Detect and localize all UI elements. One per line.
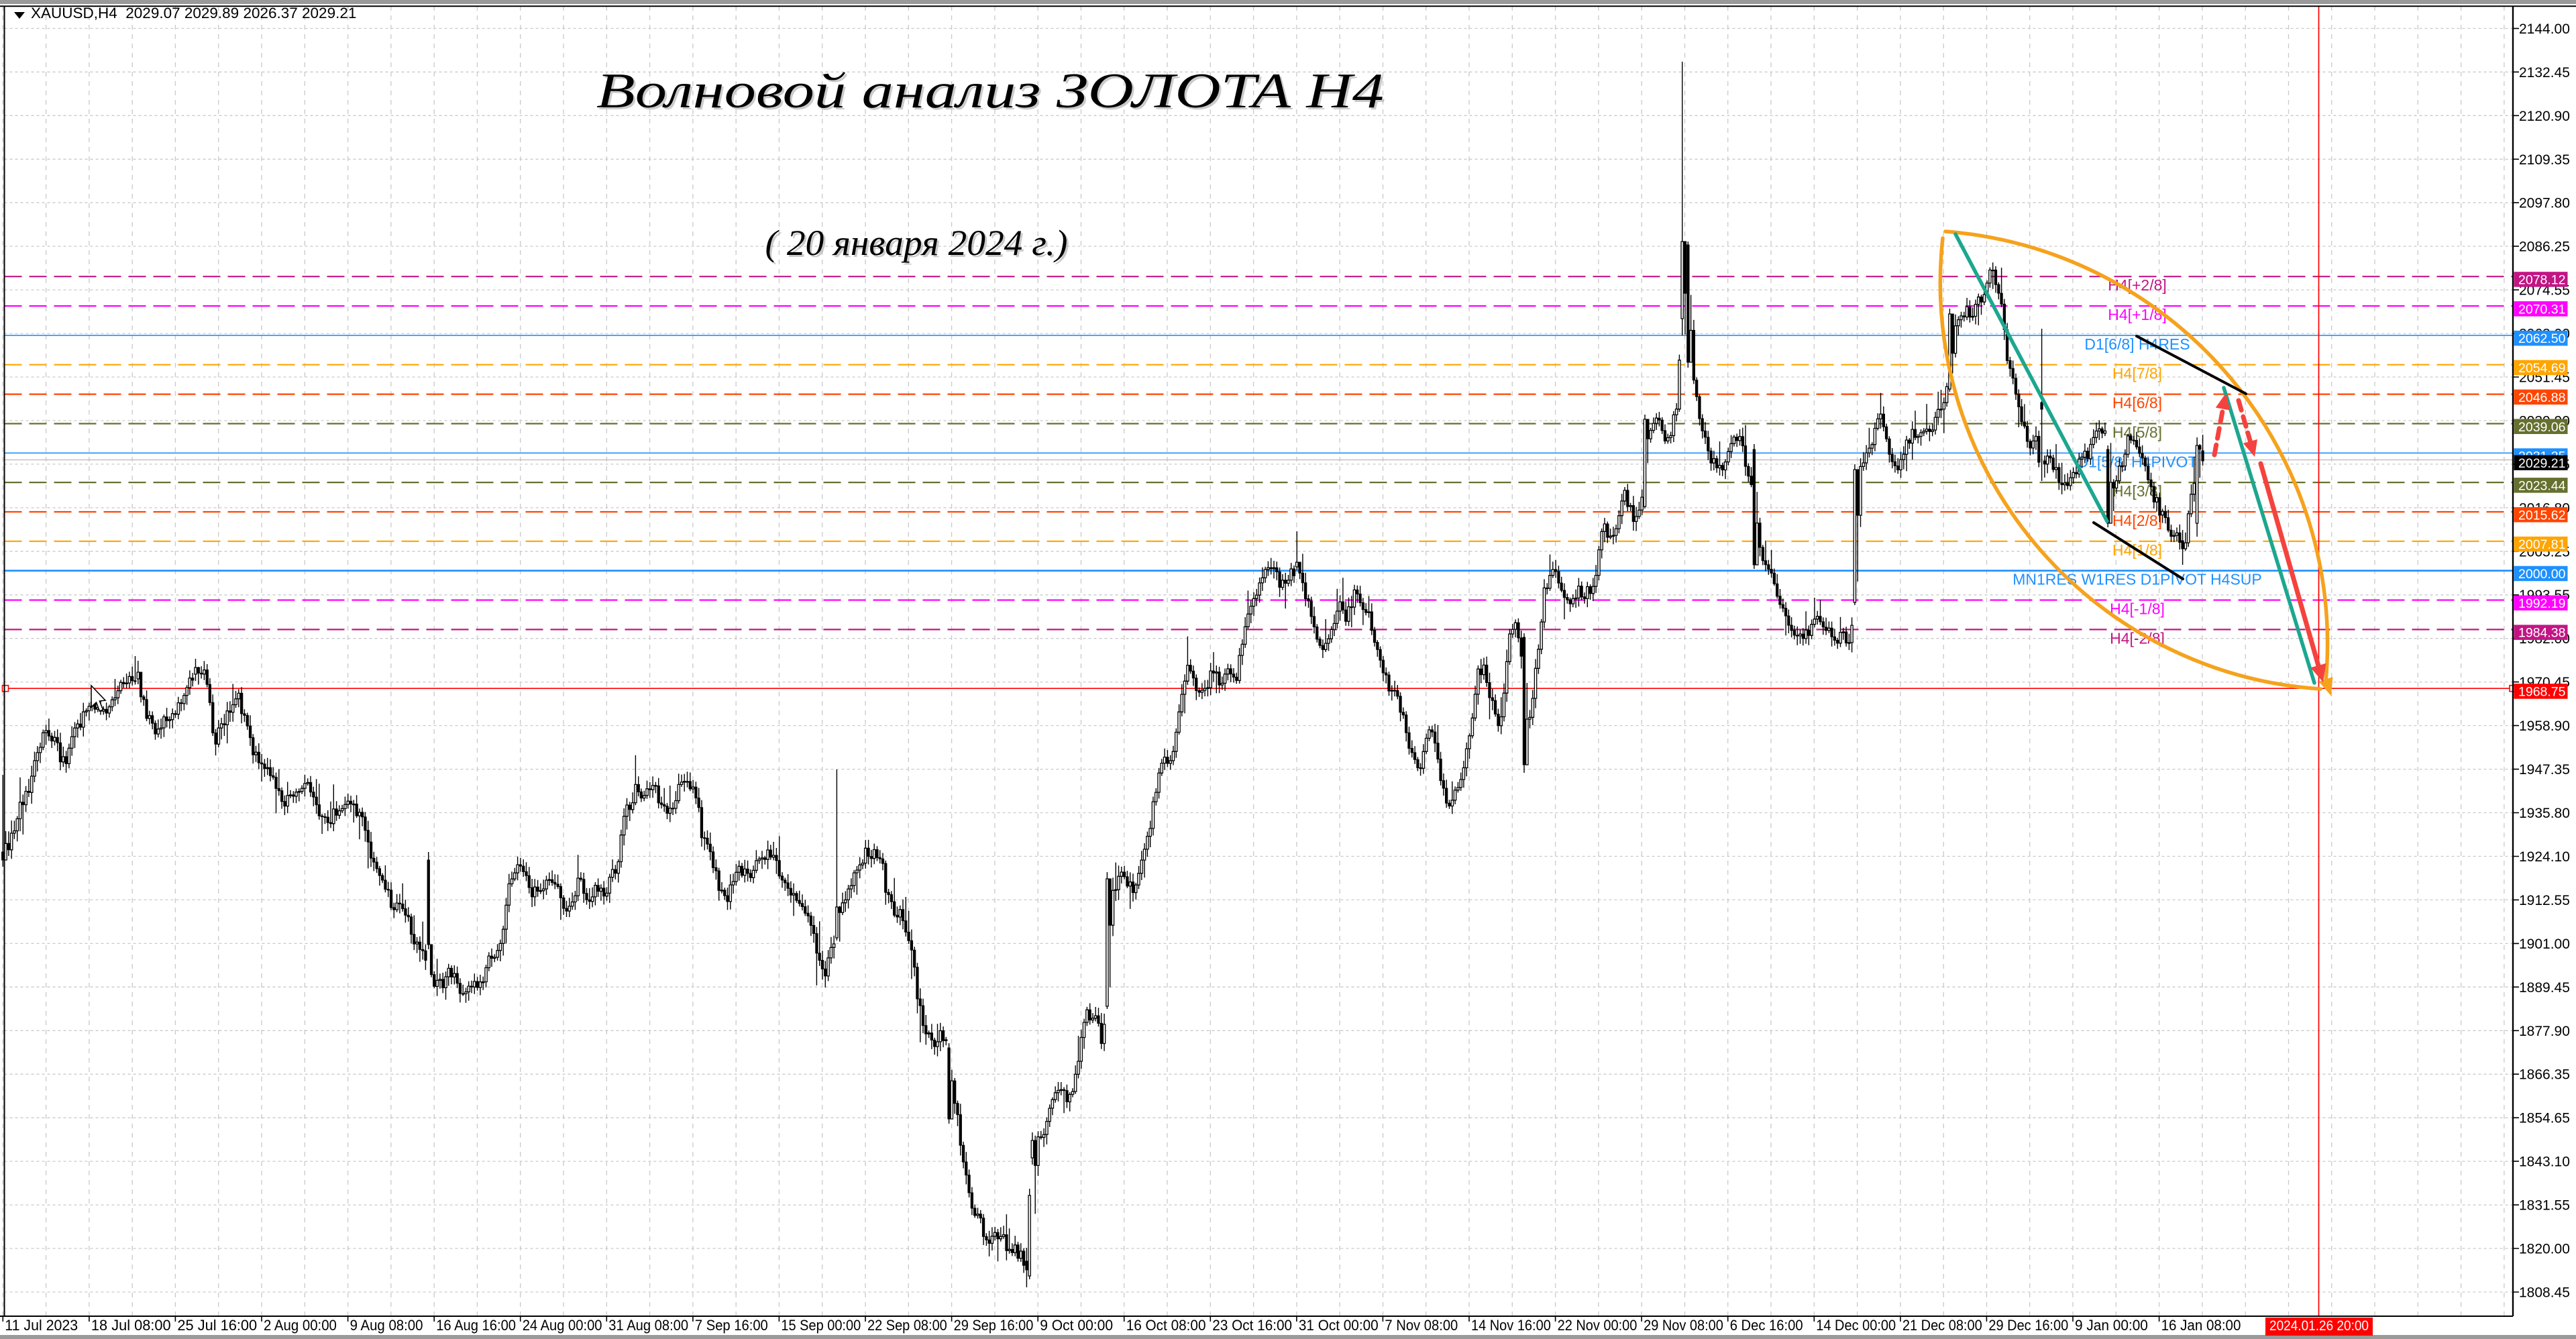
svg-text:9 Aug 08:00: 9 Aug 08:00 — [350, 1317, 423, 1334]
svg-text:16 Jan 08:00: 16 Jan 08:00 — [2161, 1317, 2241, 1334]
svg-text:1935.80: 1935.80 — [2519, 806, 2570, 821]
svg-text:22 Sep 08:00: 22 Sep 08:00 — [867, 1317, 947, 1334]
svg-text:1912.55: 1912.55 — [2519, 893, 2570, 908]
svg-text:16 Oct 08:00: 16 Oct 08:00 — [1126, 1317, 1206, 1334]
svg-text:22 Nov 00:00: 22 Nov 00:00 — [1558, 1317, 1638, 1334]
svg-text:1877.90: 1877.90 — [2519, 1024, 2570, 1039]
svg-text:2062.50: 2062.50 — [2518, 331, 2566, 346]
svg-text:1968.75: 1968.75 — [2518, 685, 2566, 700]
svg-text:Волновой анализ ЗОЛОТА Н4: Волновой анализ ЗОЛОТА Н4 — [596, 64, 1384, 119]
svg-text:1947.35: 1947.35 — [2519, 762, 2570, 778]
svg-text:2046.88: 2046.88 — [2518, 390, 2566, 405]
svg-text:D1[6/8] H4RES: D1[6/8] H4RES — [2084, 335, 2190, 353]
svg-text:31 Aug 08:00: 31 Aug 08:00 — [608, 1317, 688, 1334]
svg-text:1984.38: 1984.38 — [2518, 626, 2566, 641]
svg-text:7 Sep 16:00: 7 Sep 16:00 — [695, 1317, 768, 1334]
svg-text:H4[5/8]: H4[5/8] — [2112, 424, 2162, 441]
svg-text:9 Jan 00:00: 9 Jan 00:00 — [2075, 1317, 2148, 1334]
svg-text:14 Dec 00:00: 14 Dec 00:00 — [1816, 1317, 1896, 1334]
svg-text:2054.69: 2054.69 — [2518, 361, 2566, 376]
svg-text:2144.00: 2144.00 — [2519, 21, 2570, 37]
svg-text:1808.45: 1808.45 — [2519, 1285, 2570, 1301]
svg-text:2015.62: 2015.62 — [2518, 508, 2566, 523]
svg-text:9 Oct 00:00: 9 Oct 00:00 — [1040, 1317, 1113, 1334]
svg-text:2132.45: 2132.45 — [2519, 65, 2570, 81]
svg-text:2097.80: 2097.80 — [2519, 196, 2570, 211]
svg-text:29 Sep 16:00: 29 Sep 16:00 — [954, 1317, 1034, 1334]
svg-text:1992.19: 1992.19 — [2518, 596, 2566, 611]
svg-text:23 Oct 16:00: 23 Oct 16:00 — [1212, 1317, 1292, 1334]
svg-text:29 Nov 08:00: 29 Nov 08:00 — [1644, 1317, 1723, 1334]
svg-text:14 Nov 16:00: 14 Nov 16:00 — [1471, 1317, 1551, 1334]
svg-text:2023.44: 2023.44 — [2518, 478, 2566, 493]
svg-text:2109.35: 2109.35 — [2519, 152, 2570, 168]
svg-text:2070.31: 2070.31 — [2518, 302, 2566, 317]
svg-text:XAUUSD,H4 2029.07 2029.89 202: XAUUSD,H4 2029.07 2029.89 2026.37 2029.2… — [31, 5, 356, 21]
svg-text:25 Jul 16:00: 25 Jul 16:00 — [177, 1317, 257, 1334]
svg-text:1854.65: 1854.65 — [2519, 1111, 2570, 1126]
svg-text:2029.21: 2029.21 — [2518, 456, 2566, 471]
svg-text:2120.90: 2120.90 — [2519, 109, 2570, 124]
svg-text:2 Aug 00:00: 2 Aug 00:00 — [264, 1317, 337, 1334]
svg-text:( 20 января 2024 г.): ( 20 января 2024 г.) — [767, 225, 1070, 265]
svg-text:2000.00: 2000.00 — [2518, 567, 2566, 582]
svg-text:16 Aug 16:00: 16 Aug 16:00 — [436, 1317, 516, 1334]
svg-text:2024.01.26 20:00: 2024.01.26 20:00 — [2269, 1318, 2369, 1334]
svg-text:1843.10: 1843.10 — [2519, 1155, 2570, 1170]
svg-text:15 Sep 00:00: 15 Sep 00:00 — [781, 1317, 861, 1334]
svg-text:H4[7/8]: H4[7/8] — [2112, 365, 2162, 382]
svg-text:H4[-1/8]: H4[-1/8] — [2110, 600, 2165, 618]
svg-text:1889.45: 1889.45 — [2519, 980, 2570, 996]
svg-text:18 Jul 08:00: 18 Jul 08:00 — [91, 1317, 171, 1334]
svg-text:H4[2/8]: H4[2/8] — [2112, 512, 2162, 529]
svg-text:24 Aug 00:00: 24 Aug 00:00 — [523, 1317, 602, 1334]
svg-text:( 20 января 2024 г.): ( 20 января 2024 г.) — [765, 223, 1068, 263]
svg-text:2086.25: 2086.25 — [2519, 239, 2570, 255]
svg-text:2007.81: 2007.81 — [2518, 537, 2566, 552]
svg-text:1958.90: 1958.90 — [2519, 718, 2570, 734]
svg-text:21 Dec 08:00: 21 Dec 08:00 — [1902, 1317, 1982, 1334]
svg-text:31 Oct 00:00: 31 Oct 00:00 — [1299, 1317, 1379, 1334]
svg-text:1901.00: 1901.00 — [2519, 936, 2570, 952]
svg-text:Волновой анализ ЗОЛОТА Н4: Волновой анализ ЗОЛОТА Н4 — [598, 66, 1386, 121]
svg-text:D1[5/8] H4PIVOT: D1[5/8] H4PIVOT — [2078, 453, 2198, 470]
svg-text:H4[6/8]: H4[6/8] — [2112, 394, 2162, 412]
svg-text:2078.12: 2078.12 — [2518, 273, 2566, 288]
svg-text:2039.06: 2039.06 — [2518, 420, 2566, 435]
svg-text:6 Dec 16:00: 6 Dec 16:00 — [1730, 1317, 1803, 1334]
svg-text:1866.35: 1866.35 — [2519, 1067, 2570, 1083]
svg-text:7 Nov 08:00: 7 Nov 08:00 — [1385, 1317, 1458, 1334]
svg-text:1924.10: 1924.10 — [2519, 849, 2570, 865]
svg-text:1831.55: 1831.55 — [2519, 1198, 2570, 1214]
svg-text:MN1RES W1RES D1PIVOT H4SUP: MN1RES W1RES D1PIVOT H4SUP — [2012, 571, 2262, 588]
svg-text:29 Dec 16:00: 29 Dec 16:00 — [1988, 1317, 2068, 1334]
svg-text:1820.00: 1820.00 — [2519, 1242, 2570, 1257]
svg-text:11 Jul 2023: 11 Jul 2023 — [5, 1317, 78, 1334]
